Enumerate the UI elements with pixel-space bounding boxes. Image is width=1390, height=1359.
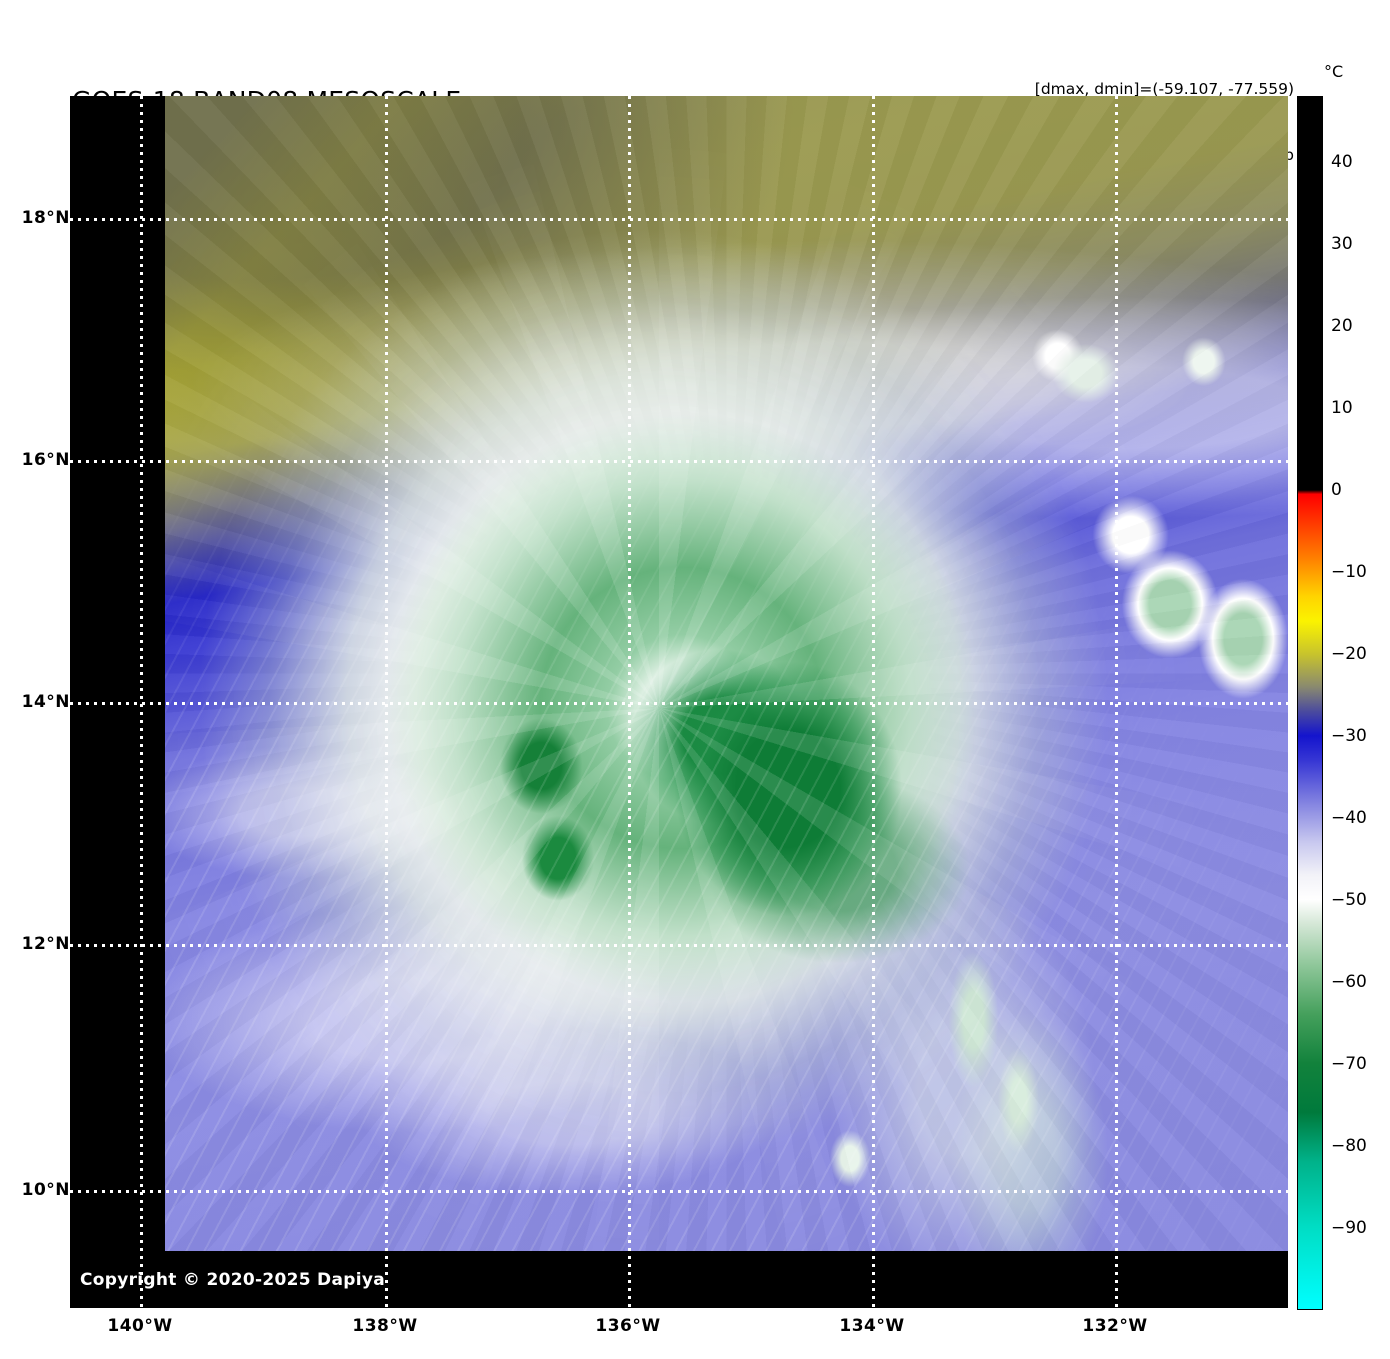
latitude-tick-label: 16°N: [21, 450, 70, 470]
colorbar[interactable]: [1297, 96, 1323, 1310]
colorbar-tick-label: −20: [1331, 643, 1367, 664]
colorbar-tick-label: −40: [1331, 807, 1367, 828]
latitude-tick-label: 10°N: [21, 1180, 70, 1200]
colorbar-tick-label: 30: [1331, 233, 1353, 254]
colorbar-tick-label: −50: [1331, 889, 1367, 910]
colorbar-tick-label: 20: [1331, 315, 1353, 336]
satellite-plot-frame: Copyright © 2020-2025 Dapiya: [70, 96, 1288, 1308]
colorbar-tick-label: −10: [1331, 561, 1367, 582]
latitude-tick-label: 12°N: [21, 934, 70, 954]
cirrus-striations: [165, 96, 1288, 1251]
colorbar-tick-label: 40: [1331, 151, 1353, 172]
copyright-label: Copyright © 2020-2025 Dapiya: [80, 1270, 385, 1290]
dminmax-label: [dmax, dmin]=(-59.107, -77.559): [1034, 80, 1294, 98]
colorbar-tick-label: 10: [1331, 397, 1353, 418]
colorbar-tick-label: −60: [1331, 971, 1367, 992]
colorbar-tick-label: 0: [1331, 479, 1342, 500]
gridline-longitude: [140, 96, 143, 1308]
colorbar-tick-label: −80: [1331, 1135, 1367, 1156]
colorbar-gradient: [1298, 97, 1322, 1309]
colorbar-tick-label: −30: [1331, 725, 1367, 746]
satellite-image-canvas: [165, 96, 1288, 1251]
longitude-tick-label: 138°W: [352, 1316, 418, 1336]
latitude-tick-label: 18°N: [21, 208, 70, 228]
colorbar-unit-label: °C: [1324, 62, 1344, 81]
longitude-tick-label: 134°W: [839, 1316, 905, 1336]
colorbar-tick-label: −70: [1331, 1053, 1367, 1074]
longitude-tick-label: 136°W: [595, 1316, 661, 1336]
field-mottling: [165, 96, 1288, 1251]
longitude-tick-label: 132°W: [1082, 1316, 1148, 1336]
longitude-tick-label: 140°W: [107, 1316, 173, 1336]
latitude-tick-label: 14°N: [21, 692, 70, 712]
colorbar-tick-label: −90: [1331, 1217, 1367, 1238]
convective-cells-east: [165, 96, 1288, 1251]
